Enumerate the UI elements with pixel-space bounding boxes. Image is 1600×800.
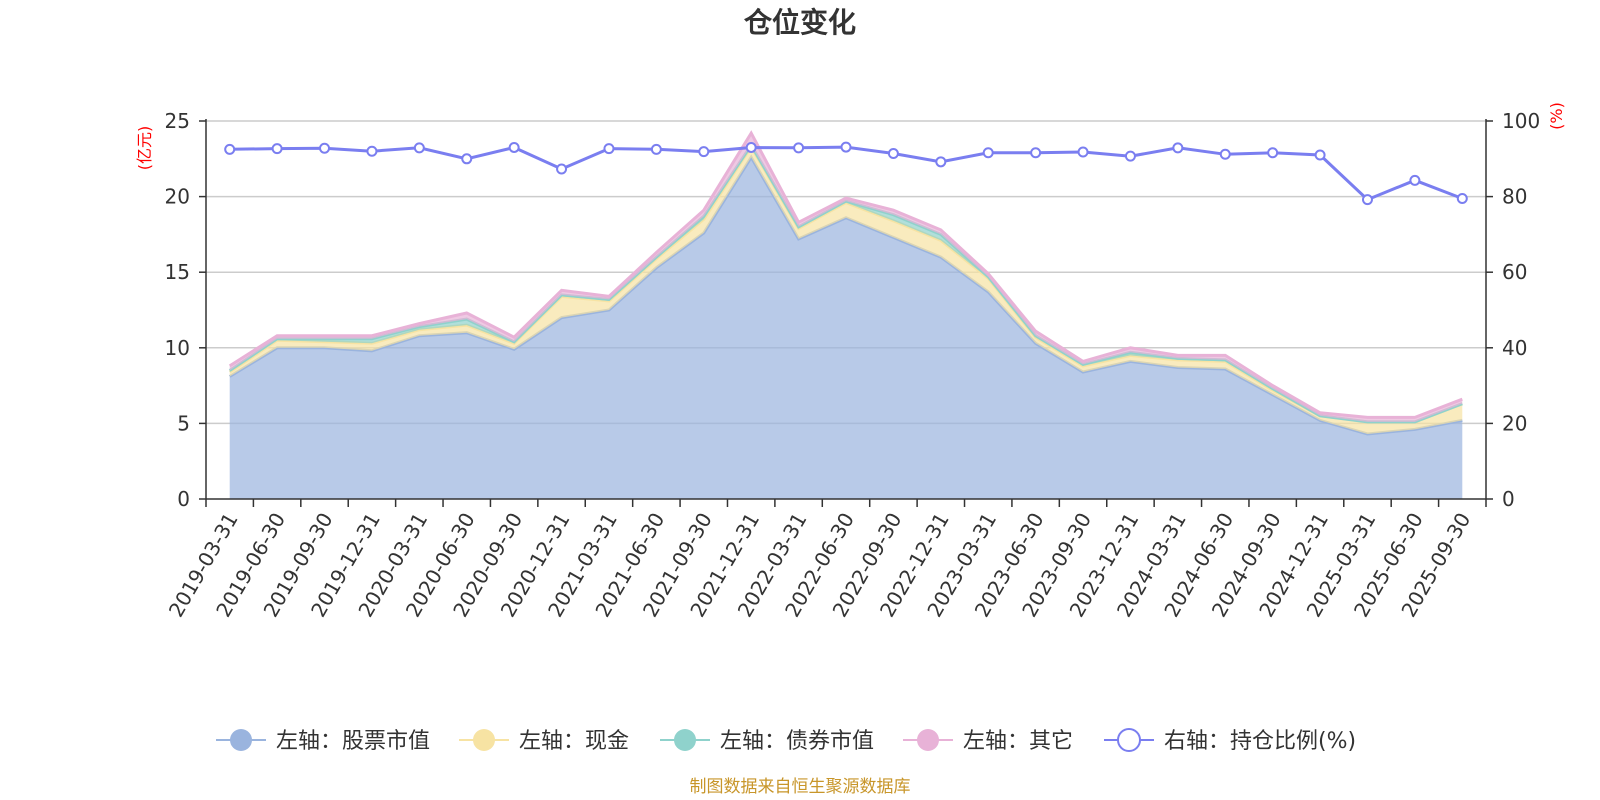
holding-ratio-point [982, 147, 994, 159]
data-source-note: 制图数据来自恒生聚源数据库 [690, 777, 911, 797]
holding-ratio-point [1409, 174, 1421, 186]
holding-ratio-point [745, 141, 757, 153]
chart-title: 仓位变化 [744, 6, 856, 39]
legend-item[interactable]: 右轴：持仓比例(%) [1104, 728, 1356, 754]
legend-marker [473, 729, 495, 751]
holding-ratio-point [413, 142, 425, 154]
right-y-tick-label: 60 [1502, 260, 1527, 284]
legend-label: 左轴：债券市值 [720, 729, 874, 754]
area-左轴：现金 [229, 146, 1463, 434]
right-y-tick-label: 80 [1502, 185, 1527, 209]
area-左轴：股票市值 [229, 157, 1463, 500]
legend-item[interactable]: 左轴：其它 [903, 729, 1073, 754]
legend-item[interactable]: 左轴：现金 [459, 729, 629, 754]
holding-ratio-point [1030, 147, 1042, 159]
holding-ratio-point [840, 141, 852, 153]
holding-ratio-point [319, 142, 331, 154]
left-y-tick-label: 0 [177, 487, 190, 511]
holding-ratio-point [366, 145, 378, 157]
holding-ratio-point [508, 141, 520, 153]
legend-label: 左轴：股票市值 [276, 729, 430, 754]
holding-ratio-point [1361, 194, 1373, 206]
right-y-tick-label: 0 [1502, 487, 1515, 511]
holding-ratio-point [1267, 147, 1279, 159]
holding-ratio-point [271, 143, 283, 155]
holding-ratio-point [224, 143, 236, 155]
left-y-tick-label: 20 [165, 185, 190, 209]
left-y-tick-label: 5 [177, 411, 190, 435]
holding-ratio-point [1219, 148, 1231, 160]
right-y-tick-label: 20 [1502, 411, 1527, 435]
left-axis-unit: (亿元) [135, 126, 154, 171]
legend-item[interactable]: 左轴：债券市值 [660, 729, 874, 754]
holding-ratio-point [1124, 150, 1136, 162]
left-y-tick-label: 10 [165, 336, 190, 360]
holding-ratio-point [461, 153, 473, 165]
right-axis-unit: (%) [1547, 102, 1566, 130]
holding-ratio-point [650, 143, 662, 155]
legend-marker [674, 729, 696, 751]
legend-marker [230, 729, 252, 751]
holding-ratio-point [887, 148, 899, 160]
holding-ratio-point [793, 142, 805, 154]
holding-ratio-series [224, 141, 1468, 206]
left-y-tick-label: 15 [165, 260, 190, 284]
area-line-左轴：其它 [228, 130, 1463, 419]
holding-ratio-point [935, 156, 947, 168]
legend-item[interactable]: 左轴：股票市值 [216, 729, 430, 754]
holding-ratio-point [603, 143, 615, 155]
holding-ratio-point [1077, 146, 1089, 158]
legend-marker [1117, 728, 1141, 752]
legend-label: 右轴：持仓比例(%) [1164, 729, 1356, 754]
holding-ratio-point [1456, 192, 1468, 204]
holding-ratio-point [1172, 142, 1184, 154]
legend-label: 左轴：现金 [519, 729, 629, 754]
right-y-tick-label: 40 [1502, 336, 1527, 360]
holding-ratio-point [556, 163, 568, 175]
legend-marker [917, 729, 939, 751]
legend-label: 左轴：其它 [963, 729, 1073, 754]
legend[interactable]: 左轴：股票市值 左轴：现金 左轴：债券市值 左轴：其它 右轴：持仓比例(%) [216, 728, 1356, 754]
right-y-tick-label: 100 [1502, 109, 1540, 133]
stacked-areas [228, 130, 1463, 500]
holding-ratio-point [698, 146, 710, 158]
left-y-tick-label: 25 [165, 109, 190, 133]
holding-ratio-point [1314, 149, 1326, 161]
